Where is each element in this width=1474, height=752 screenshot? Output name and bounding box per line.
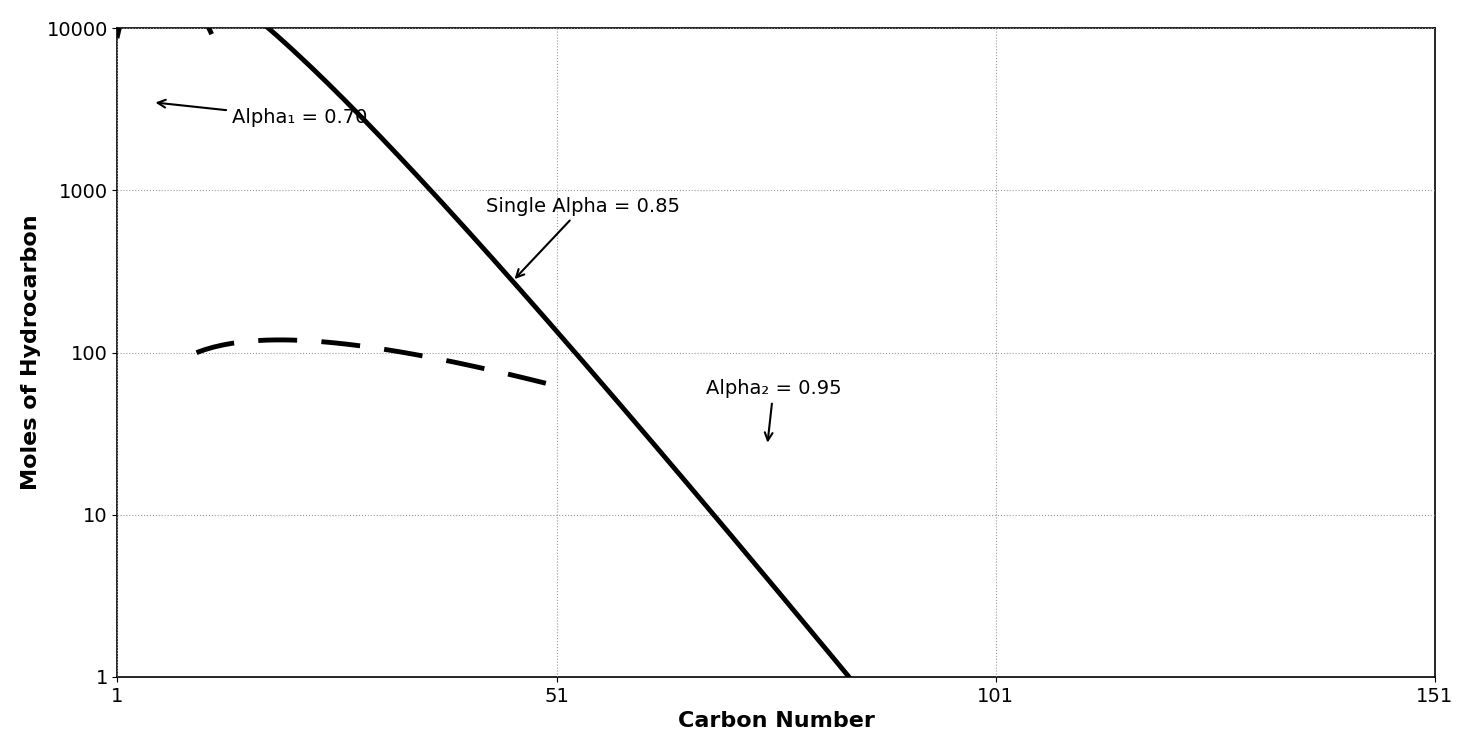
X-axis label: Carbon Number: Carbon Number <box>678 711 874 731</box>
Text: Alpha₁ = 0.70: Alpha₁ = 0.70 <box>158 100 367 128</box>
Y-axis label: Moles of Hydrocarbon: Moles of Hydrocarbon <box>21 215 41 490</box>
Text: Single Alpha = 0.85: Single Alpha = 0.85 <box>486 197 681 277</box>
Text: Alpha₂ = 0.95: Alpha₂ = 0.95 <box>706 379 842 441</box>
